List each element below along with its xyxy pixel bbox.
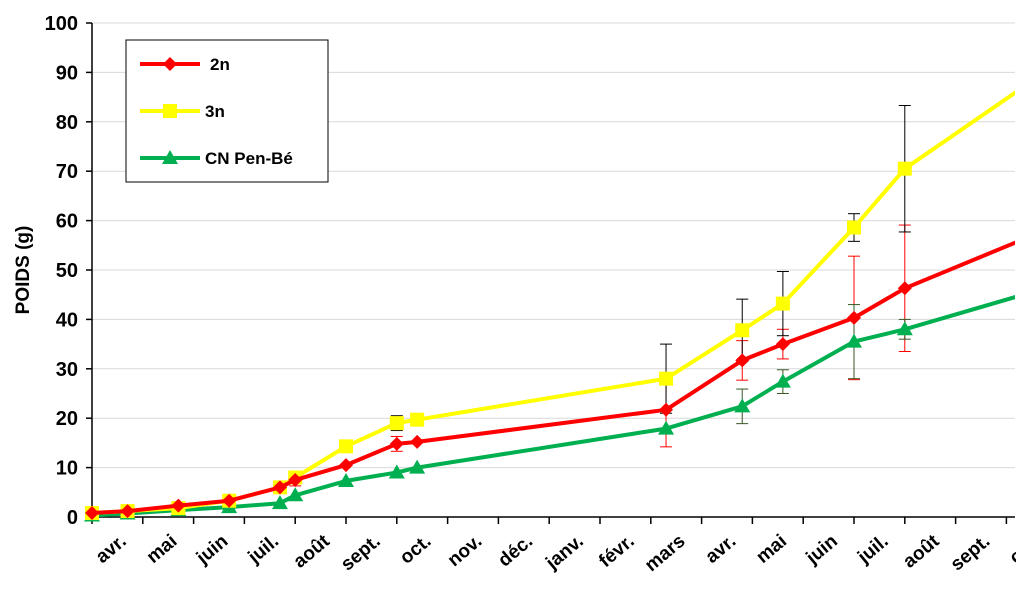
data-point (410, 412, 425, 427)
x-tick-label: oct. (1006, 531, 1016, 569)
series-line (91, 240, 1015, 515)
legend-swatch-marker (163, 57, 177, 71)
data-point (120, 504, 135, 519)
x-tick-label: oct. (396, 531, 435, 569)
x-tick-label: nov. (444, 531, 486, 571)
data-point (85, 506, 99, 521)
legend-swatch-marker (163, 104, 177, 118)
series-line (91, 295, 1015, 518)
data-point (339, 439, 353, 454)
data-point (735, 323, 750, 338)
x-tick-label: avr. (92, 531, 131, 568)
x-tick-label: août (290, 530, 335, 572)
data-point (288, 472, 303, 487)
y-tick-label: 0 (67, 507, 78, 529)
data-point (734, 398, 751, 413)
data-point (171, 498, 186, 513)
data-point (735, 353, 750, 368)
y-tick-label: 70 (56, 161, 78, 183)
data-point (659, 402, 674, 417)
legend-label: CN Pen-Bé (205, 149, 293, 168)
data-point (847, 220, 861, 235)
data-point (272, 480, 287, 495)
data-point (339, 458, 353, 473)
x-tick-label: juil. (244, 531, 283, 569)
y-tick-label: 80 (56, 112, 78, 134)
y-tick-label: 100 (45, 13, 78, 35)
data-point (897, 281, 912, 296)
legend-label: 3n (205, 102, 225, 121)
data-point (338, 472, 354, 487)
y-tick-label: 90 (56, 62, 78, 84)
data-point (775, 337, 790, 352)
x-tick-label: mai (752, 531, 791, 568)
data-point (389, 416, 404, 431)
x-tick-label: mars (641, 531, 689, 576)
data-point (847, 310, 861, 325)
x-tick-label: juil. (853, 531, 892, 569)
data-point (222, 493, 237, 508)
x-tick-label: févr. (595, 531, 638, 572)
data-point (271, 495, 288, 510)
data-point (659, 371, 674, 386)
data-point (287, 487, 304, 502)
data-point (896, 321, 913, 336)
data-point (897, 161, 912, 176)
y-axis-title: POIDS (g) (13, 226, 34, 315)
data-point (658, 420, 675, 435)
y-tick-label: 30 (56, 359, 78, 381)
x-tick-label: sept. (947, 531, 994, 576)
data-point (774, 373, 791, 388)
data-point (388, 464, 405, 479)
x-tick-label: avr. (702, 531, 741, 568)
y-tick-label: 10 (56, 458, 78, 480)
data-point (775, 296, 790, 311)
data-point (846, 333, 862, 348)
x-tick-label: août (899, 530, 944, 572)
x-tick-label: mai (143, 531, 182, 568)
y-tick-label: 40 (56, 309, 78, 331)
x-tick-label: juin (192, 531, 232, 569)
y-tick-label: 60 (56, 211, 78, 233)
y-tick-label: 20 (56, 408, 78, 430)
x-tick-label: déc. (494, 531, 537, 572)
legend-swatch-marker (162, 150, 178, 164)
y-tick-label: 50 (56, 260, 78, 282)
x-tick-label: sept. (337, 531, 384, 576)
data-point (409, 459, 426, 474)
series-layer (84, 90, 1015, 522)
x-tick-label: janv. (541, 531, 587, 575)
x-tick-label: juin (802, 531, 842, 569)
data-point (410, 434, 425, 449)
data-point (389, 436, 404, 451)
legend-label: 2n (210, 55, 230, 74)
legend: 2n 3n CN Pen-Bé (125, 39, 329, 183)
